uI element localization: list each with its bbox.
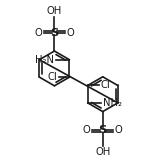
Text: H₂N: H₂N — [35, 55, 54, 65]
Text: O: O — [67, 28, 74, 38]
Text: Cl: Cl — [47, 72, 57, 82]
Text: NH₂: NH₂ — [103, 98, 122, 108]
Text: O: O — [35, 28, 42, 38]
Text: OH: OH — [47, 6, 62, 16]
Text: O: O — [115, 125, 123, 135]
Text: OH: OH — [95, 147, 110, 157]
Text: O: O — [83, 125, 91, 135]
Text: Cl: Cl — [101, 80, 110, 90]
Text: S: S — [50, 28, 58, 38]
Text: S: S — [99, 125, 107, 135]
